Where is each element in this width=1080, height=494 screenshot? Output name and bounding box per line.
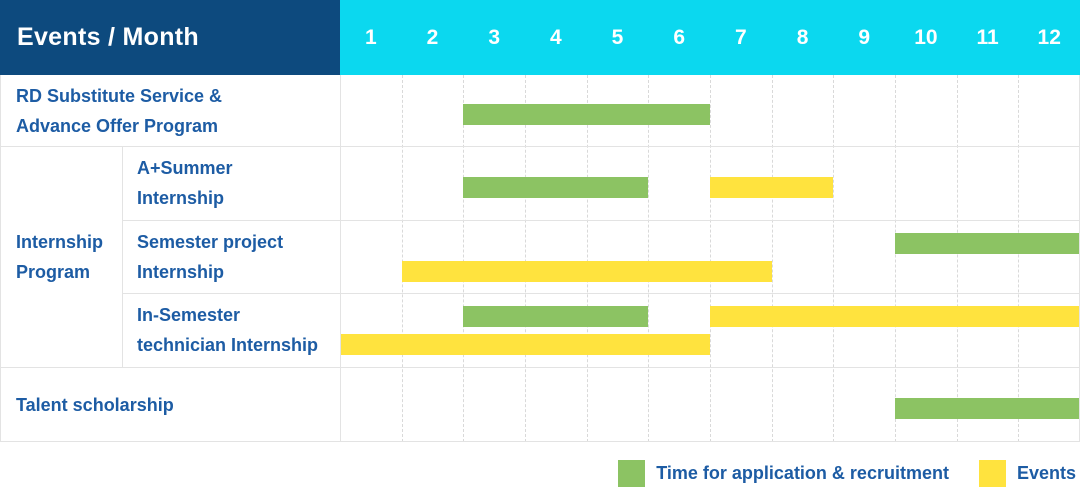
gantt-bar-green-m3-m6 [463, 104, 710, 125]
row-label-in-semester: In-Semester technician Internship [137, 305, 319, 355]
gantt-bar-green-m10-m12 [895, 398, 1080, 419]
legend-swatch-events [978, 460, 1006, 487]
legend-label-application-recruitment: Time for application & recruitment [656, 463, 949, 483]
month-gridlines [340, 75, 1080, 442]
month-gridline [401, 75, 403, 442]
month-header-cell-3: 3 [488, 25, 501, 49]
month-gridline [648, 75, 650, 442]
table-bottom-border [0, 441, 1080, 442]
month-header-cell-8: 8 [796, 25, 809, 49]
legend-label-events: Events [1016, 463, 1076, 483]
gantt-bar-yellow-m1-m6 [340, 334, 710, 355]
month-header-cell-1: 1 [364, 25, 377, 49]
group-label-internship-program: Internship Program [16, 231, 104, 282]
label-chart-divider [340, 75, 341, 442]
row-label-rd-substitute: RD Substitute Service & Advance Offer Pr… [16, 85, 223, 136]
legend-swatch-application-recruitment [618, 460, 646, 487]
table-left-border [0, 75, 1, 442]
gantt-bar-yellow-m7-m12 [710, 306, 1080, 327]
gantt-bar-green-m3-m5 [463, 177, 649, 198]
month-header-cell-10: 10 [914, 25, 938, 49]
row-divider [122, 293, 1080, 294]
row-label-a-plus-summer: A+Summer Internship [137, 158, 233, 208]
month-header-cell-4: 4 [550, 25, 562, 49]
month-gridline [771, 75, 773, 442]
row-divider [0, 367, 1080, 368]
month-gridline [1018, 75, 1020, 442]
table-header-title-cell: Events / Month [0, 0, 340, 75]
month-gridline [833, 75, 835, 442]
page-title: Events / Month [17, 23, 199, 51]
row-label-talent-scholarship: Talent scholarship [16, 394, 174, 415]
gantt-bar-yellow-m7-m8 [710, 177, 834, 198]
month-gridline [525, 75, 526, 442]
month-header-cell-6: 6 [673, 25, 686, 49]
row-divider [0, 146, 1080, 147]
gantt-bars-layer [340, 75, 1080, 442]
month-header-cell-9: 9 [858, 25, 871, 49]
gantt-bar-yellow-m2-m7 [401, 261, 772, 282]
gantt-bar-green-m3-m5 [463, 306, 649, 327]
month-gridline [710, 75, 711, 442]
month-header-cell-12: 12 [1037, 25, 1061, 49]
month-header-cell-2: 2 [426, 25, 439, 49]
month-gridline [895, 75, 896, 442]
month-header-row: 1 2 3 4 5 6 7 8 9 10 11 12 [340, 0, 1080, 75]
month-header-cell-5: 5 [611, 25, 624, 49]
row-label-semester-project: Semester project Internship [137, 231, 284, 282]
group-sublabel-divider [122, 146, 123, 367]
legend: Time for application & recruitment Event… [618, 460, 1076, 487]
month-header-cell-7: 7 [735, 25, 747, 49]
month-gridline [956, 75, 958, 442]
gantt-bar-green-m10-m12 [895, 233, 1080, 254]
row-divider [122, 220, 1080, 221]
month-header-cell-11: 11 [976, 25, 999, 49]
month-gridline [586, 75, 588, 442]
month-gridline [463, 75, 465, 442]
